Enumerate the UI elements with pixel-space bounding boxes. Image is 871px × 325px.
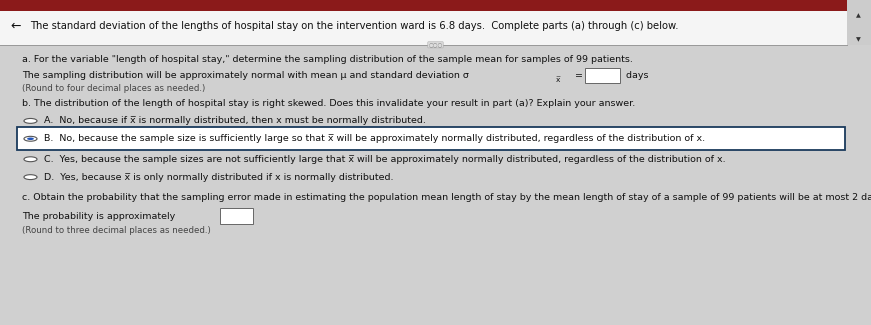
Circle shape: [24, 157, 37, 162]
Text: The probability is approximately: The probability is approximately: [22, 212, 175, 221]
Text: The standard deviation of the lengths of hospital stay on the intervention ward : The standard deviation of the lengths of…: [30, 21, 679, 31]
FancyBboxPatch shape: [220, 208, 253, 224]
Text: a. For the variable "length of hospital stay," determine the sampling distributi: a. For the variable "length of hospital …: [22, 55, 632, 64]
FancyBboxPatch shape: [0, 0, 871, 11]
Circle shape: [24, 175, 37, 179]
Text: D.  Yes, because x̅ is only normally distributed if x is normally distributed.: D. Yes, because x̅ is only normally dist…: [44, 173, 393, 182]
Text: =: =: [572, 71, 584, 80]
FancyBboxPatch shape: [585, 68, 620, 83]
Text: B.  No, because the sample size is sufficiently large so that x̅ will be approxi: B. No, because the sample size is suffic…: [44, 134, 705, 143]
FancyBboxPatch shape: [17, 127, 845, 150]
Text: ○○○: ○○○: [429, 42, 442, 47]
Circle shape: [24, 136, 37, 141]
Text: days: days: [623, 71, 648, 80]
Text: x̅: x̅: [556, 77, 560, 83]
Text: b. The distribution of the length of hospital stay is right skewed. Does this in: b. The distribution of the length of hos…: [22, 99, 635, 108]
Text: (Round to four decimal places as needed.): (Round to four decimal places as needed.…: [22, 84, 205, 93]
Text: ▲: ▲: [856, 14, 861, 19]
Text: ▼: ▼: [856, 37, 861, 42]
FancyBboxPatch shape: [847, 0, 871, 45]
Circle shape: [24, 119, 37, 124]
Text: ←: ←: [10, 20, 21, 32]
Text: The sampling distribution will be approximately normal with mean μ and standard : The sampling distribution will be approx…: [22, 71, 469, 80]
FancyBboxPatch shape: [0, 0, 871, 45]
Text: A.  No, because if x̅ is normally distributed, then x must be normally distribut: A. No, because if x̅ is normally distrib…: [44, 116, 425, 125]
Text: (Round to three decimal places as needed.): (Round to three decimal places as needed…: [22, 226, 211, 235]
Text: c. Obtain the probability that the sampling error made in estimating the populat: c. Obtain the probability that the sampl…: [22, 193, 871, 202]
Text: C.  Yes, because the sample sizes are not sufficiently large that x̅ will be app: C. Yes, because the sample sizes are not…: [44, 155, 726, 164]
Circle shape: [27, 137, 34, 140]
